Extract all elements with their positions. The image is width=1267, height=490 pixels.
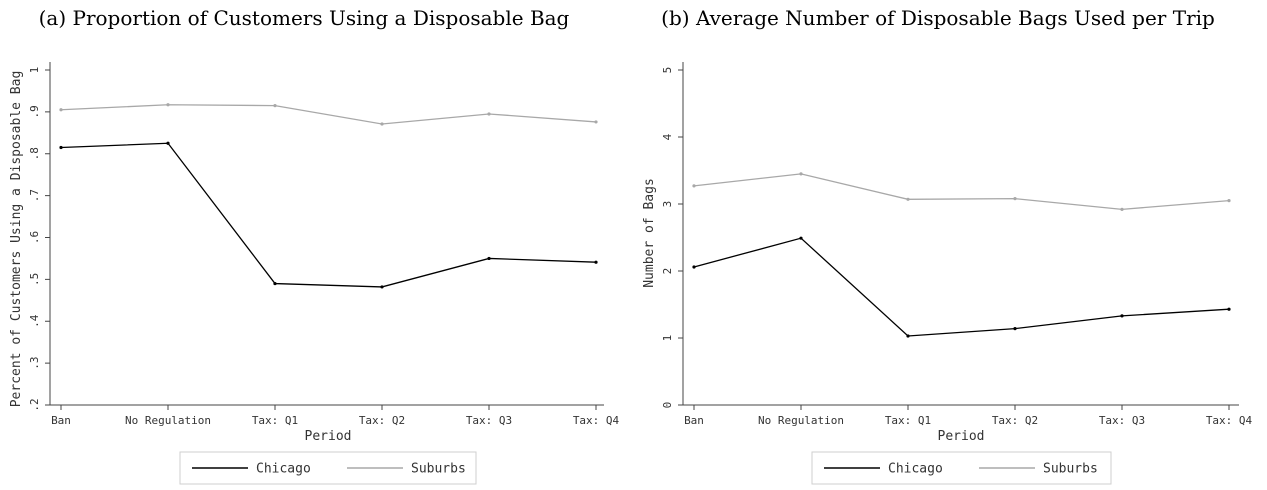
data-point-suburbs bbox=[380, 122, 384, 126]
y-tick-label: .3 bbox=[28, 357, 41, 370]
panel-b-legend: Chicago Suburbs bbox=[811, 451, 1112, 485]
y-tick-label: 4 bbox=[661, 133, 674, 140]
data-point-chicago bbox=[380, 285, 384, 289]
series-line-chicago bbox=[693, 237, 1230, 337]
x-tick-label: Ban bbox=[684, 414, 704, 427]
panel-b-y-axis-label: Number of Bags bbox=[642, 178, 657, 288]
panel-a-plot: .2 .3 .4 .5 .6 .7 .8 .9 1 Ban No Regulation Tax: Q1… bbox=[28, 62, 620, 485]
x-tick-label: Tax: Q3 bbox=[466, 414, 512, 427]
x-tick-label: No Regulation bbox=[125, 414, 211, 427]
y-tick-label: 5 bbox=[661, 67, 674, 74]
data-point-chicago bbox=[59, 145, 63, 150]
legend-label-suburbs: Suburbs bbox=[411, 462, 466, 477]
y-tick-label: .4 bbox=[28, 314, 41, 328]
data-point-suburbs bbox=[594, 120, 598, 124]
y-tick-label: 1 bbox=[661, 335, 674, 342]
data-point-chicago bbox=[799, 236, 803, 240]
x-tick-label: Tax: Q2 bbox=[992, 414, 1038, 427]
data-point-suburbs bbox=[1227, 199, 1231, 203]
data-point-chicago bbox=[594, 260, 598, 264]
y-tick-label: .6 bbox=[28, 231, 41, 244]
series-line-chicago bbox=[60, 142, 597, 288]
y-tick-label: .9 bbox=[28, 105, 41, 118]
data-point-suburbs bbox=[273, 103, 277, 108]
data-point-chicago bbox=[1227, 307, 1231, 311]
y-tick-label: 3 bbox=[661, 201, 674, 208]
data-point-chicago bbox=[487, 256, 491, 261]
data-point-suburbs bbox=[1013, 197, 1017, 201]
y-tick-label: .8 bbox=[28, 147, 41, 160]
data-point-suburbs bbox=[166, 103, 170, 107]
x-tick-label: Tax: Q4 bbox=[1206, 414, 1253, 427]
panel-b: (b) Average Number of Disposable Bags Us… bbox=[642, 6, 1215, 444]
y-tick-label: .5 bbox=[28, 273, 41, 286]
panel-b-plot: 0 1 2 3 4 5 Ban No Regulation Tax: Q1 Tax: Q2 Tax:… bbox=[661, 62, 1253, 485]
data-point-chicago bbox=[906, 334, 910, 338]
x-tick-label: Tax: Q3 bbox=[1099, 414, 1145, 427]
x-tick-label: Tax: Q2 bbox=[359, 414, 405, 427]
data-point-chicago bbox=[166, 141, 170, 145]
data-point-chicago bbox=[1013, 327, 1017, 331]
x-tick-label: Tax: Q1 bbox=[885, 414, 931, 427]
series-line-suburbs bbox=[60, 104, 597, 125]
legend-label-chicago: Chicago bbox=[256, 462, 311, 477]
panel-a-x-axis-label: Period bbox=[305, 429, 352, 444]
y-tick-label: .2 bbox=[28, 398, 41, 411]
panel-b-title: (b) Average Number of Disposable Bags Us… bbox=[661, 6, 1215, 30]
x-tick-label: Tax: Q1 bbox=[252, 414, 298, 427]
panel-a-y-axis-label: Percent of Customers Using a Disposable … bbox=[9, 71, 24, 408]
series-line-suburbs bbox=[693, 173, 1230, 211]
y-tick-label: 0 bbox=[661, 402, 674, 409]
data-point-chicago bbox=[692, 265, 696, 269]
y-tick-label: .7 bbox=[28, 189, 41, 202]
x-tick-label: No Regulation bbox=[758, 414, 844, 427]
legend-label-suburbs: Suburbs bbox=[1043, 462, 1098, 477]
x-tick-label: Ban bbox=[51, 414, 71, 427]
data-point-suburbs bbox=[799, 172, 803, 176]
data-point-suburbs bbox=[487, 112, 491, 116]
legend-label-chicago: Chicago bbox=[888, 462, 943, 477]
panel-a-legend: Chicago Suburbs bbox=[179, 451, 477, 485]
x-tick-label: Tax: Q4 bbox=[573, 414, 620, 427]
data-point-suburbs bbox=[906, 197, 910, 201]
y-tick-label: 1 bbox=[28, 67, 41, 74]
panel-b-x-axis-label: Period bbox=[938, 429, 985, 444]
data-point-chicago bbox=[273, 281, 277, 286]
panel-a-title: (a) Proportion of Customers Using a Disp… bbox=[39, 6, 570, 30]
y-tick-label: 2 bbox=[661, 268, 674, 275]
data-point-suburbs bbox=[59, 108, 63, 112]
data-point-suburbs bbox=[692, 184, 696, 188]
data-point-chicago bbox=[1120, 314, 1124, 318]
data-point-suburbs bbox=[1120, 207, 1124, 211]
panel-a: (a) Proportion of Customers Using a Disp… bbox=[9, 6, 570, 444]
